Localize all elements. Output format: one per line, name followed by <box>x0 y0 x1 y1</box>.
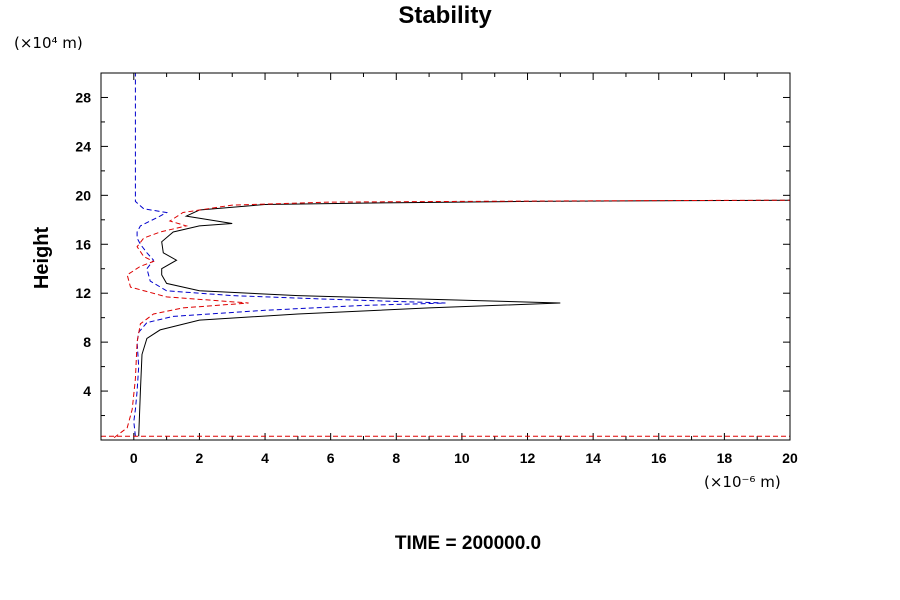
chart-title: Stability <box>398 2 492 29</box>
y-tick-label: 4 <box>83 383 91 399</box>
x-tick-label: 10 <box>454 450 470 466</box>
x-tick-label: 2 <box>196 450 204 466</box>
x-tick-label: 14 <box>585 450 601 466</box>
x-tick-label: 0 <box>130 450 138 466</box>
x-tick-label: 18 <box>717 450 733 466</box>
red-dashed-series-line <box>113 199 790 439</box>
x-tick-label: 4 <box>261 450 269 466</box>
y-unit-label: (×10⁴ m) <box>14 34 83 52</box>
x-tick-label: 20 <box>782 450 798 466</box>
y-tick-label: 24 <box>75 138 91 154</box>
y-tick-label: 12 <box>75 285 91 301</box>
y-tick-label: 16 <box>75 236 91 252</box>
plot-frame <box>100 72 791 441</box>
x-tick-label: 6 <box>327 450 335 466</box>
black-solid-series-line <box>138 199 790 437</box>
x-unit-label: (×10⁻⁶ m) <box>704 473 781 491</box>
y-tick-label: 20 <box>75 187 91 203</box>
time-footer: TIME = 200000.0 <box>395 533 541 554</box>
y-axis-label: Height <box>31 227 53 290</box>
x-tick-label: 8 <box>392 450 400 466</box>
x-tick-label: 16 <box>651 450 667 466</box>
x-tick-label: 12 <box>520 450 536 466</box>
blue-dashed-series-line <box>133 73 446 437</box>
y-tick-label: 28 <box>75 89 91 105</box>
y-tick-label: 8 <box>83 334 91 350</box>
